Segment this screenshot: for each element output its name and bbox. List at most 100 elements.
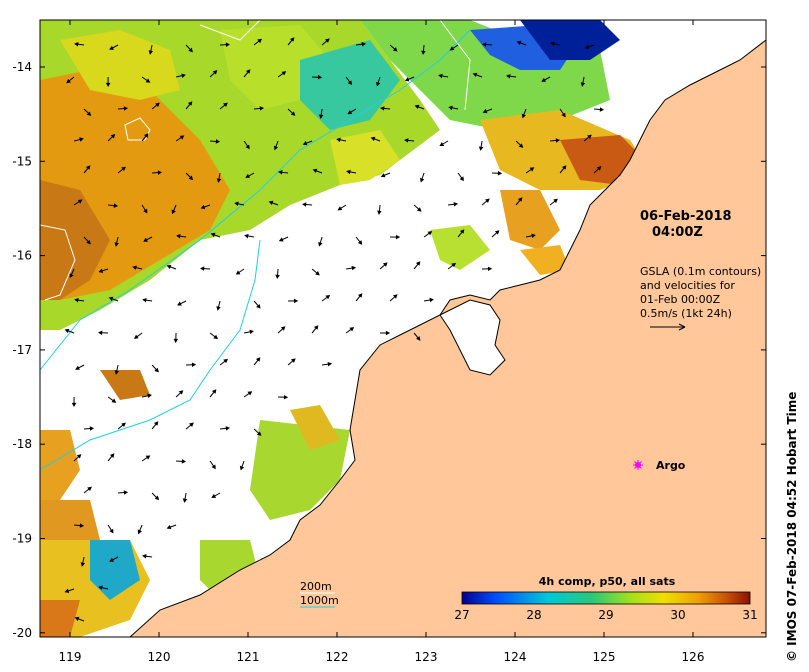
velocity-arrow-head xyxy=(145,78,151,83)
velocity-arrow-head xyxy=(599,107,605,112)
velocity-arrow-head xyxy=(283,394,289,400)
velocity-arrow-head xyxy=(451,262,457,268)
velocity-arrow-head xyxy=(245,69,251,74)
velocity-arrow-head xyxy=(347,110,353,115)
velocity-arrow-head xyxy=(497,171,503,176)
velocity-arrow-head xyxy=(302,140,308,146)
velocity-arrow-head xyxy=(98,268,104,273)
velocity-arrow-head xyxy=(377,210,382,215)
velocity-arrow-head xyxy=(75,365,80,370)
velocity-arrow-head xyxy=(223,358,229,364)
velocity-arrow-head xyxy=(166,264,172,270)
velocity-arrow-head xyxy=(166,524,172,530)
y-tick-label: -19 xyxy=(12,532,32,546)
velocity-arrow-head xyxy=(259,106,265,111)
velocity-arrow-head xyxy=(278,237,284,242)
velocity-arrow-head xyxy=(427,231,433,236)
credit-text: © IMOS 07-Feb-2018 04:52 Hobart Time xyxy=(785,392,799,662)
velocity-arrow-head xyxy=(189,422,194,427)
x-tick-label: 120 xyxy=(148,650,171,664)
velocity-arrow-head xyxy=(64,588,70,594)
velocity-arrow-head xyxy=(215,139,221,144)
velocity-arrow-head xyxy=(561,112,566,118)
argo-float-marker xyxy=(633,460,643,470)
velocity-arrow-head xyxy=(317,74,323,80)
velocity-arrow-head xyxy=(105,82,111,88)
velocity-arrow-head xyxy=(154,367,159,373)
velocity-arrow-head xyxy=(98,330,103,336)
velocity-arrow-head xyxy=(357,240,363,245)
velocity-arrow-head xyxy=(144,133,149,138)
velocity-arrow-head xyxy=(216,178,222,183)
gsla-line-4: 0.5m/s (1kt 24h) xyxy=(640,307,732,320)
velocity-arrow-head xyxy=(239,465,245,471)
velocity-arrow-head xyxy=(416,207,422,212)
velocity-arrow-head xyxy=(453,202,459,207)
velocity-arrow-head xyxy=(132,265,137,270)
velocity-arrow-head xyxy=(244,233,249,239)
velocity-arrow-head xyxy=(178,390,184,395)
velocity-arrow-head xyxy=(482,42,487,47)
velocity-arrow-head xyxy=(176,233,181,239)
x-axis-ticks: 119 120 121 122 123 124 125 126 xyxy=(59,20,704,664)
velocity-arrow-head xyxy=(293,298,299,304)
velocity-arrow-head xyxy=(114,242,119,247)
velocity-arrow-head xyxy=(187,101,193,106)
velocity-arrow-head xyxy=(211,389,217,394)
velocity-arrow-head xyxy=(223,102,228,107)
velocity-arrow-head xyxy=(71,402,77,408)
velocity-arrow-head xyxy=(200,204,206,210)
velocity-arrow-head xyxy=(177,301,182,306)
velocity-arrow-head xyxy=(145,455,151,460)
x-tick-label: 125 xyxy=(593,650,616,664)
velocity-arrow-head xyxy=(478,146,484,151)
velocity-arrow-head xyxy=(275,274,280,280)
velocity-arrow-head xyxy=(268,200,274,206)
australia-landmass xyxy=(129,20,766,637)
velocity-arrow-head xyxy=(143,237,148,242)
velocity-arrow-head xyxy=(133,334,139,339)
velocity-arrow-head xyxy=(157,170,163,175)
velocity-arrow-head xyxy=(121,166,126,172)
velocity-arrow-head xyxy=(213,334,219,340)
colorbar-tick-label: 29 xyxy=(598,608,613,622)
velocity-arrow-head xyxy=(325,38,330,43)
x-tick-label: 122 xyxy=(326,650,349,664)
velocity-arrow-head xyxy=(416,336,421,341)
y-tick-label: -17 xyxy=(12,343,32,357)
velocity-arrow-head xyxy=(181,73,186,78)
velocity-arrow-head xyxy=(357,293,363,298)
velocity-arrow-head xyxy=(404,138,409,143)
x-tick-label: 121 xyxy=(237,650,260,664)
y-tick-label: -14 xyxy=(12,60,32,74)
gsla-line-3: 01-Feb 00:00Z xyxy=(640,293,721,306)
velocity-arrow-head xyxy=(429,297,434,303)
velocity-arrow-head xyxy=(200,266,205,271)
velocity-arrow-head xyxy=(587,134,592,140)
velocity-arrow-head xyxy=(74,42,79,47)
colorbar-tick-label: 27 xyxy=(454,608,469,622)
date-label: 06-Feb-2018 xyxy=(640,209,732,224)
velocity-arrow-head xyxy=(553,198,558,204)
velocity-arrow-head xyxy=(154,495,160,501)
scale-arrow xyxy=(650,323,686,331)
velocity-arrow-head xyxy=(256,431,262,436)
velocity-arrow-head xyxy=(395,234,401,240)
velocity-arrow-head xyxy=(482,108,488,114)
velocity-arrow-head xyxy=(80,562,86,567)
velocity-arrow-head xyxy=(225,42,231,47)
velocity-arrow-head xyxy=(290,111,296,116)
velocity-arrow-head xyxy=(541,77,547,82)
velocity-arrow-head xyxy=(584,44,590,50)
velocity-arrow-head xyxy=(121,422,126,428)
velocity-arrow-head xyxy=(212,70,218,75)
velocity-arrow-head xyxy=(347,80,353,86)
velocity-arrow-head xyxy=(123,490,129,495)
velocity-arrow-head xyxy=(66,78,71,84)
velocity-arrow-head xyxy=(74,297,79,303)
velocity-arrow-head xyxy=(494,230,500,235)
y-tick-label: -20 xyxy=(12,626,32,640)
velocity-arrow-head xyxy=(376,81,381,87)
velocity-arrow-head xyxy=(171,209,176,215)
